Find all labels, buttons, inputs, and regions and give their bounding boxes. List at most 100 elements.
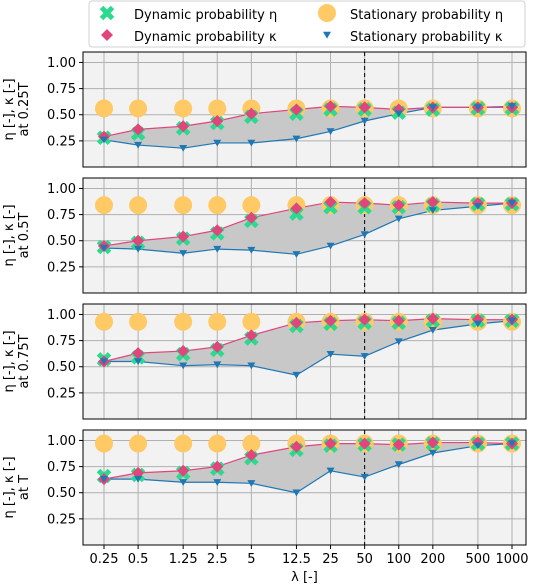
point-stationary-kappa bbox=[394, 461, 403, 469]
point-stationary-eta bbox=[242, 196, 261, 215]
point-stationary-kappa bbox=[473, 320, 482, 328]
point-dynamic-kappa bbox=[177, 120, 190, 133]
point-stationary-kappa bbox=[473, 203, 482, 210]
point-stationary-kappa bbox=[360, 117, 369, 125]
point-stationary-kappa bbox=[508, 317, 516, 325]
point-stationary-kappa bbox=[213, 245, 222, 253]
y-tick-label: 0.25 bbox=[47, 512, 76, 527]
point-stationary-kappa bbox=[100, 244, 108, 252]
panel-1: 0.25 0.50 0.75 1.00 η [-], κ [-] at 0.25T bbox=[2, 51, 527, 168]
point-dynamic-kappa bbox=[132, 123, 145, 136]
point-stationary-eta bbox=[95, 99, 113, 118]
point-dynamic-kappa bbox=[245, 211, 258, 224]
line-stationary-kappa bbox=[104, 442, 513, 494]
panel-3: 0.25 0.50 0.75 1.00 η [-], κ [-] at 0.75T bbox=[2, 303, 527, 420]
point-stationary-eta bbox=[95, 434, 113, 453]
point-stationary-kappa bbox=[360, 231, 369, 239]
point-stationary-eta bbox=[208, 434, 227, 453]
panel-2: 0.25 0.50 0.75 1.00 η [-], κ [-] at 0.5T bbox=[2, 177, 527, 294]
x-tick-label: 2.5 bbox=[207, 552, 228, 567]
point-stationary-eta bbox=[242, 434, 261, 453]
legend-label-dyn_kappa: Dynamic probability κ bbox=[134, 30, 277, 45]
point-stationary-kappa bbox=[100, 475, 108, 483]
y-tick-label: 0.25 bbox=[47, 386, 76, 401]
legend-label-dyn_eta: Dynamic probability η bbox=[134, 8, 277, 23]
point-stationary-eta bbox=[174, 196, 193, 215]
point-stationary-kappa bbox=[100, 136, 108, 144]
point-stationary-kappa bbox=[394, 338, 403, 346]
y-axis-label: η [-], κ [-] bbox=[2, 330, 17, 392]
point-stationary-kappa bbox=[394, 215, 403, 223]
point-stationary-kappa bbox=[134, 245, 143, 253]
point-stationary-eta bbox=[129, 434, 148, 453]
panel-frame bbox=[82, 51, 527, 168]
uncertainty-band bbox=[104, 442, 512, 493]
y-tick-label: 1.00 bbox=[47, 182, 76, 197]
panel-frame bbox=[82, 429, 527, 546]
point-stationary-eta bbox=[174, 434, 193, 453]
point-stationary-kappa bbox=[134, 475, 143, 483]
point-stationary-eta bbox=[95, 196, 113, 215]
legend-marker-dyn_eta bbox=[99, 5, 115, 21]
panel-4: 0.25 0.50 0.75 1.00 η [-], κ [-] at T bbox=[2, 429, 527, 546]
y-axis-sublabel: at T bbox=[17, 475, 32, 500]
x-tick-label: 5 bbox=[247, 552, 255, 567]
point-stationary-eta bbox=[208, 99, 227, 118]
point-dynamic-kappa bbox=[290, 103, 303, 116]
point-dynamic-kappa bbox=[426, 436, 439, 449]
uncertainty-band bbox=[104, 318, 512, 376]
point-dynamic-kappa bbox=[358, 101, 371, 114]
y-tick-label: 1.00 bbox=[47, 434, 76, 449]
point-stationary-kappa bbox=[508, 199, 516, 207]
point-stationary-kappa bbox=[428, 207, 437, 215]
y-axis-label: η [-], κ [-] bbox=[2, 456, 17, 518]
point-stationary-eta bbox=[129, 312, 148, 331]
point-stationary-kappa bbox=[360, 353, 369, 360]
point-dynamic-kappa bbox=[211, 224, 224, 237]
legend-frame bbox=[88, 0, 526, 48]
point-dynamic-kappa bbox=[426, 312, 439, 325]
point-dynamic-kappa bbox=[358, 313, 371, 326]
point-dynamic-kappa bbox=[392, 103, 405, 116]
point-stationary-kappa bbox=[428, 326, 437, 334]
point-stationary-eta bbox=[174, 312, 193, 331]
y-axis-label: η [-], κ [-] bbox=[2, 204, 17, 266]
point-stationary-eta bbox=[95, 312, 113, 331]
y-tick-label: 0.25 bbox=[47, 134, 76, 149]
point-stationary-kappa bbox=[508, 440, 516, 448]
point-stationary-kappa bbox=[247, 246, 256, 254]
panel-frame bbox=[82, 177, 527, 294]
x-tick-label: 100 bbox=[386, 552, 411, 567]
legend-marker-stat_eta bbox=[318, 4, 336, 22]
x-tick-label: 50 bbox=[356, 552, 373, 567]
point-stationary-kappa bbox=[213, 479, 222, 486]
point-stationary-kappa bbox=[292, 251, 301, 258]
point-dynamic-kappa bbox=[132, 347, 145, 360]
point-stationary-kappa bbox=[134, 141, 143, 149]
point-stationary-kappa bbox=[213, 139, 222, 147]
point-stationary-kappa bbox=[473, 104, 482, 112]
point-stationary-kappa bbox=[247, 362, 256, 370]
point-stationary-kappa bbox=[134, 358, 143, 366]
x-axis: 0.25 0.5 1.25 2.5 5 12.5 25 50 100 200 500 1000 λ [-… bbox=[90, 545, 529, 585]
point-stationary-kappa bbox=[292, 135, 301, 143]
point-dynamic-kappa bbox=[324, 314, 337, 327]
point-dynamic-kappa bbox=[358, 437, 371, 450]
point-dynamic-kappa bbox=[290, 316, 303, 329]
point-dynamic-kappa bbox=[471, 313, 484, 326]
panels: 0.250.500.751.00η [-], κ [-] at 0.25T0.25… bbox=[2, 51, 527, 546]
x-tick-label: 25 bbox=[322, 552, 339, 567]
point-dynamic-kappa bbox=[290, 440, 303, 453]
point-dynamic-kappa bbox=[177, 464, 190, 477]
point-dynamic-kappa bbox=[426, 196, 439, 209]
legend-label-stat_eta: Stationary probability η bbox=[350, 8, 503, 23]
legend-label-stat_kappa: Stationary probability κ bbox=[350, 30, 503, 45]
x-tick-label: 500 bbox=[465, 552, 490, 567]
x-tick-label: 0.5 bbox=[128, 552, 149, 567]
x-tick-label: 0.25 bbox=[90, 552, 119, 567]
point-dynamic-kappa bbox=[177, 345, 190, 358]
point-dynamic-kappa bbox=[132, 234, 145, 247]
y-tick-label: 0.75 bbox=[47, 208, 76, 223]
point-stationary-kappa bbox=[179, 144, 188, 152]
point-dynamic-kappa bbox=[177, 230, 190, 243]
